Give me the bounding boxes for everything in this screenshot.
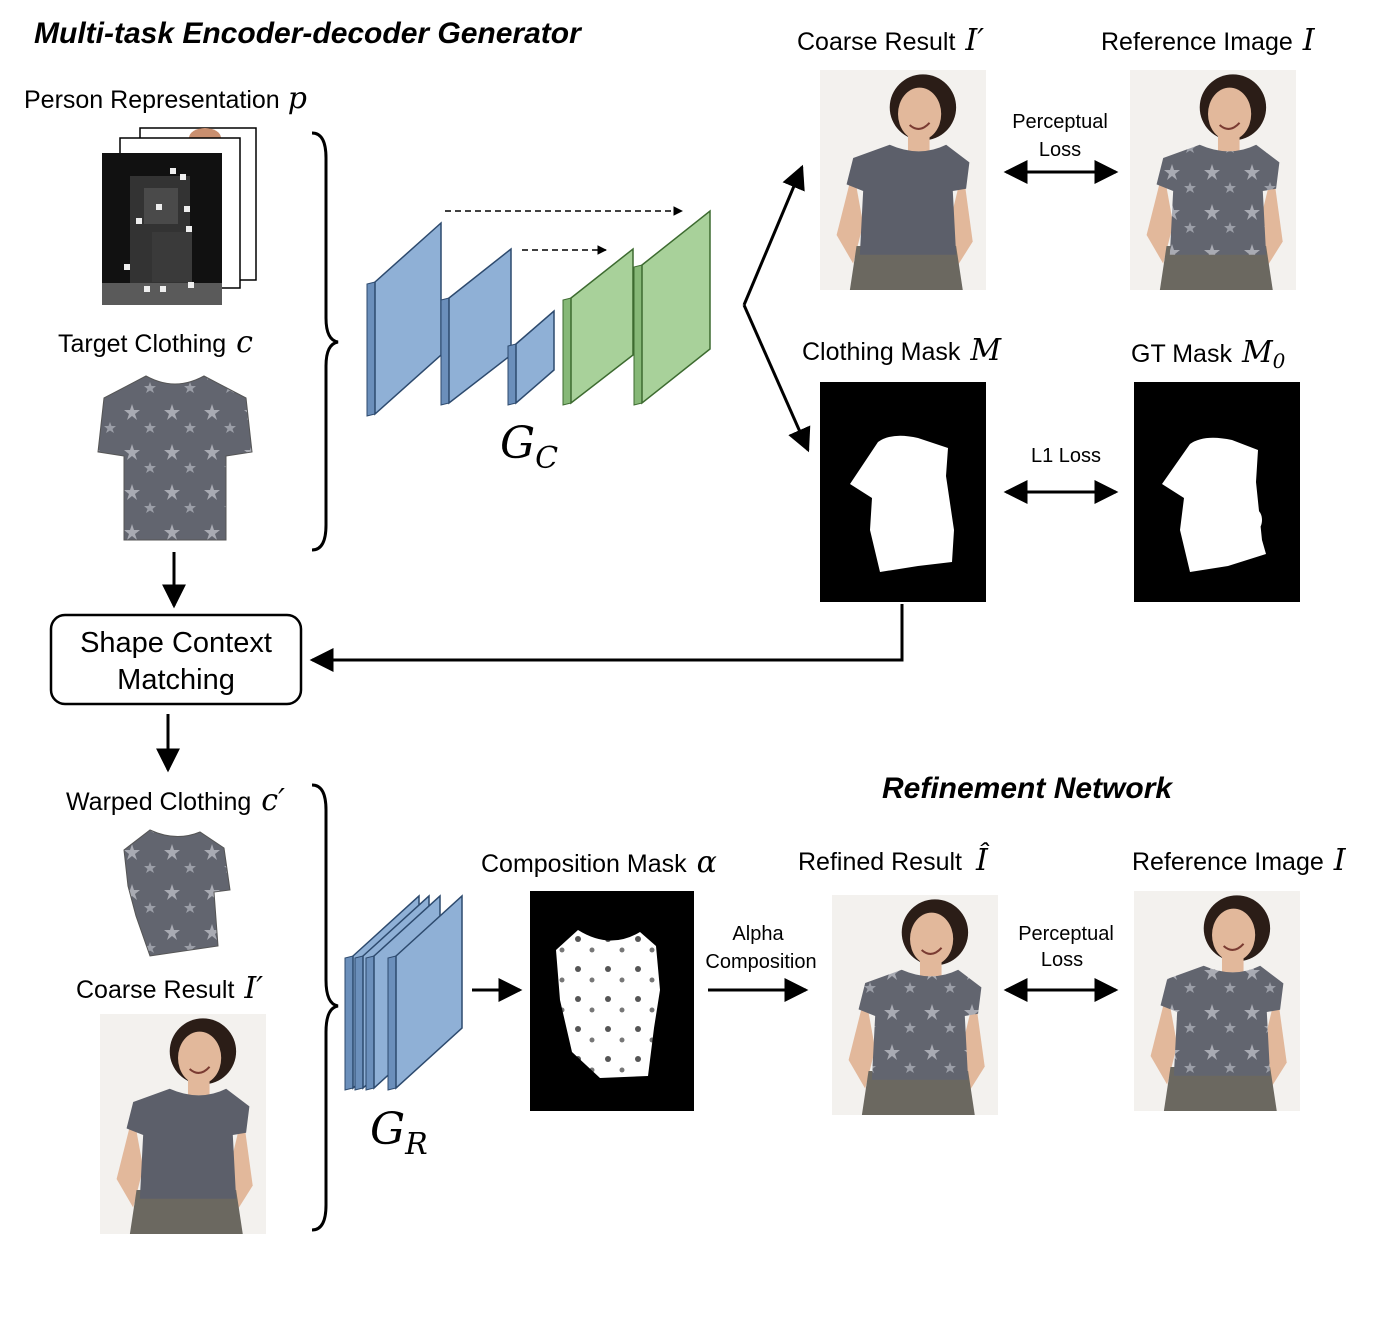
arrow-to-coarse <box>742 164 805 306</box>
refined-result-label: Refined Result Î <box>798 842 990 878</box>
coarse-result-input-image <box>100 1014 266 1234</box>
refined-result-image <box>832 895 998 1115</box>
reference-image-top-label: Reference Image I <box>1101 23 1316 58</box>
target-clothing-image <box>97 375 253 541</box>
coarse-result-input-label: Coarse Result I′ <box>76 971 263 1006</box>
warped-clothing-label: Warped Clothing c′ <box>66 783 285 818</box>
composition-mask-shape <box>556 930 660 1078</box>
perceptual-loss-top-line1: Perceptual <box>1012 111 1108 133</box>
input-brace-top <box>311 131 339 552</box>
arrow-mask-to-shape-context <box>309 604 904 672</box>
gt-mask-label: GT Mask M0 <box>1131 335 1286 373</box>
shape-context-matching-box <box>49 613 303 706</box>
clothing-mask-shape <box>850 435 954 572</box>
coarse-result-label: Coarse Result I′ <box>797 23 984 58</box>
input-brace-bottom <box>311 783 339 1232</box>
generator-gc-blocks <box>366 209 711 417</box>
perceptual-loss-top-line2: Loss <box>1039 139 1081 161</box>
person-representation-label: Person Representation p <box>24 81 307 116</box>
l1-loss-label: L1 Loss <box>1031 445 1101 467</box>
reference-image-top <box>1130 70 1296 290</box>
alpha-composition-line2: Composition <box>705 951 816 973</box>
target-clothing-label: Target Clothing c <box>58 325 253 360</box>
shape-context-line2: Matching <box>117 664 235 696</box>
reference-image-bottom <box>1134 891 1300 1111</box>
composition-mask-label: Composition Mask α <box>481 845 717 880</box>
alpha-composition-line1: Alpha <box>732 923 784 945</box>
perceptual-loss-bottom-line2: Loss <box>1041 949 1083 971</box>
reference-image-bottom-label: Reference Image I <box>1132 843 1347 878</box>
warped-clothing-image <box>123 829 231 957</box>
coarse-result-image <box>820 70 986 290</box>
person-representation-stack <box>102 127 257 305</box>
generator-gr-blocks <box>344 894 463 1091</box>
refinement-title: Refinement Network <box>882 772 1173 805</box>
clothing-mask-label: Clothing Mask M <box>802 333 1002 368</box>
arrow-to-mask <box>742 304 811 453</box>
gr-label: GR <box>370 1104 428 1162</box>
gt-mask-shape <box>1162 437 1266 572</box>
encoder-title: Multi-task Encoder-decoder Generator <box>34 17 583 50</box>
gc-label: GC <box>500 418 558 476</box>
shape-context-line1: Shape Context <box>80 627 272 659</box>
perceptual-loss-bottom-line1: Perceptual <box>1018 923 1114 945</box>
